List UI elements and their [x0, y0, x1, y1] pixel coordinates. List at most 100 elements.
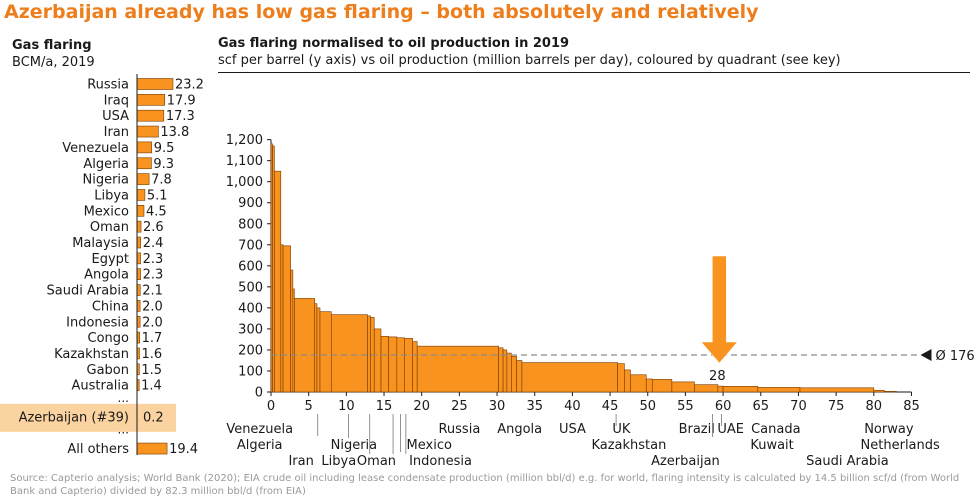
country-label: Iran — [288, 454, 313, 469]
segment-bar — [314, 303, 318, 393]
x-tick-label: 20 — [413, 399, 430, 414]
flaring-bar-chart: Russia 23.2 Iraq 17.9 USA 17.3 Iran 13.8 Venezue… — [0, 74, 204, 457]
segment-bar — [645, 378, 653, 393]
country-label: Canada — [751, 422, 800, 437]
source-note: Source: Capterio analysis; World Bank (2… — [10, 473, 960, 497]
segment-bar — [396, 337, 405, 393]
heading-rule — [218, 72, 970, 73]
x-tick-label: 85 — [903, 399, 920, 414]
segment-bar — [722, 386, 759, 393]
segment-bar — [280, 244, 284, 393]
value-label: 4.5 — [146, 204, 167, 219]
segment-bar — [404, 338, 413, 393]
value-label: 1.5 — [141, 363, 162, 378]
segment-bar — [282, 245, 291, 393]
segment-bar — [412, 341, 418, 393]
category-label: China — [92, 299, 129, 314]
bar — [136, 252, 141, 265]
value-label: 0.2 — [143, 410, 164, 425]
category-label: Iraq — [104, 93, 129, 108]
value-label: 2.0 — [142, 315, 163, 330]
segment-bar — [757, 387, 801, 393]
segment-bar — [630, 374, 647, 393]
country-label: Kazakhstan — [591, 438, 666, 453]
category-label: Congo — [88, 331, 130, 346]
x-tick-label: 40 — [564, 399, 581, 414]
bar — [136, 205, 145, 217]
x-tick-label: 10 — [338, 399, 355, 414]
x-tick-label: 25 — [451, 399, 468, 414]
country-label: Netherlands — [861, 438, 940, 453]
category-label: Venezuela — [62, 141, 129, 156]
bar — [136, 157, 152, 170]
segment-bar — [274, 170, 282, 393]
bar — [136, 141, 153, 154]
value-label: 17.3 — [166, 109, 195, 124]
segment-bar — [367, 315, 371, 393]
bar — [136, 220, 142, 233]
value-label: 7.8 — [151, 173, 172, 188]
segment-bar — [873, 390, 885, 393]
country-label: Russia — [438, 422, 480, 437]
main-chart-heading: Gas flaring normalised to oil production… — [218, 35, 841, 69]
value-label: 2.1 — [142, 284, 163, 299]
category-label: Nigeria — [82, 173, 129, 188]
category-label: Egypt — [91, 252, 129, 267]
segment-bar — [319, 311, 332, 393]
y-tick-label: 700 — [238, 238, 263, 253]
country-label: Libya — [321, 454, 356, 469]
bar — [136, 94, 166, 106]
average-label: Ø 176 — [935, 349, 974, 364]
segment-bar — [799, 387, 875, 393]
category-label: Azerbaijan (#39) — [19, 410, 129, 425]
segment-bar — [294, 298, 316, 393]
category-label: Russia — [87, 78, 129, 93]
x-tick-label: 60 — [715, 399, 732, 414]
y-tick-label: 600 — [238, 259, 263, 274]
ellipsis-label: ... — [118, 423, 129, 437]
x-tick-label: 45 — [602, 399, 619, 414]
value-label: 2.4 — [143, 236, 164, 251]
segment-bar — [717, 385, 724, 393]
segment-bar — [694, 384, 719, 393]
x-tick-label: 0 — [267, 399, 275, 414]
highlight-band — [0, 403, 176, 432]
country-label: Angola — [497, 422, 542, 437]
x-tick-label: 15 — [376, 399, 393, 414]
segment-bar — [373, 328, 382, 393]
y-tick-label: 400 — [238, 301, 263, 316]
left-chart-subtitle: BCM/a, 2019 — [12, 55, 95, 70]
segment-bar — [521, 362, 618, 393]
segment-bar — [617, 363, 625, 393]
bar — [136, 189, 146, 201]
value-label: 1.7 — [142, 331, 163, 346]
segment-bar — [388, 336, 398, 393]
country-label: Oman — [357, 454, 396, 469]
x-tick-label: 75 — [828, 399, 845, 414]
segment-bar — [502, 349, 508, 393]
category-label: Mexico — [84, 204, 129, 219]
segment-bar — [516, 360, 523, 393]
x-tick-label: 30 — [489, 399, 506, 414]
x-tick-label: 50 — [639, 399, 656, 414]
segment-bar — [316, 307, 321, 393]
y-tick-label: 300 — [238, 322, 263, 337]
left-chart-title: Gas flaring — [12, 38, 92, 53]
x-tick-label: 35 — [526, 399, 543, 414]
category-label: Oman — [90, 220, 129, 235]
y-tick-label: 900 — [238, 196, 263, 211]
country-label: Nigeria — [331, 438, 378, 453]
bar — [136, 268, 141, 280]
value-label: 1.6 — [141, 347, 162, 362]
y-tick-label: 1,200 — [226, 133, 263, 148]
value-label: 5.1 — [147, 188, 168, 203]
segment-bar — [416, 345, 499, 393]
ellipsis-label: ... — [118, 391, 129, 405]
y-tick-label: 100 — [238, 364, 263, 379]
value-label: 2.3 — [143, 252, 164, 267]
value-label: 9.5 — [154, 141, 175, 156]
bar — [136, 125, 159, 138]
average-pointer — [920, 348, 932, 361]
country-label: UK — [612, 422, 631, 437]
x-tick-label: 80 — [866, 399, 883, 414]
